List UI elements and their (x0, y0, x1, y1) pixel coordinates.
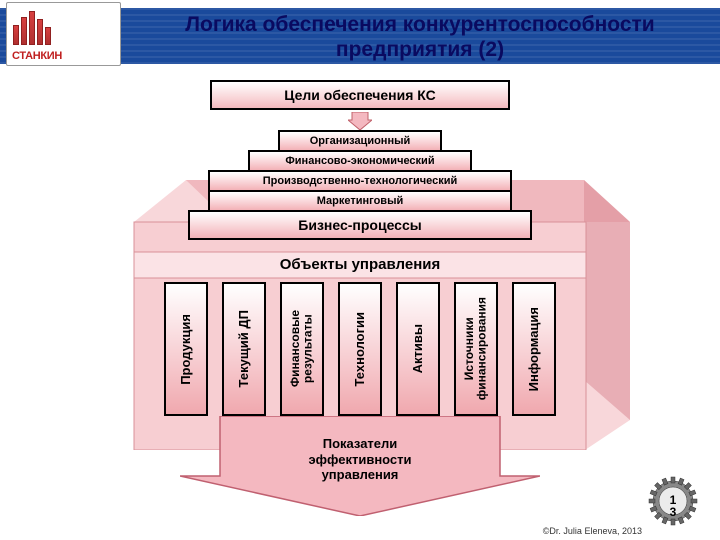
goals-box: Цели обеспечения КС (210, 80, 510, 110)
down-arrow-icon (348, 112, 372, 130)
pillar-label: Технологии (353, 312, 367, 386)
layer-box-3: Маркетинговый (208, 190, 512, 212)
layer-label: Финансово-экономический (285, 155, 434, 167)
pillar-6: Информация (512, 282, 556, 416)
logo: СТАНКИН (6, 2, 121, 66)
pillar-label: Текущий ДП (237, 310, 251, 387)
pillar-label: Продукция (179, 314, 193, 385)
copyright: ©Dr. Julia Eleneva, 2013 (543, 526, 642, 536)
page-title: Логика обеспечения конкурентоспособности… (140, 12, 700, 62)
pillar-1: Текущий ДП (222, 282, 266, 416)
pillar-2: Финансовыерезультаты (280, 282, 324, 416)
objects-title: Объекты управления (200, 256, 520, 273)
layer-box-0: Организационный (278, 130, 442, 152)
pillar-label: Информация (527, 307, 541, 391)
layers-stack: Организационный Финансово-экономический … (188, 130, 532, 240)
pillar-4: Активы (396, 282, 440, 416)
goals-label: Цели обеспечения КС (284, 87, 436, 103)
pillar-label: Источникифинансирования (463, 297, 488, 400)
slide-number: 13 (656, 494, 690, 518)
logo-bars-icon (13, 7, 51, 45)
layer-label: Бизнес-процессы (298, 217, 421, 233)
layer-label: Маркетинговый (317, 195, 403, 207)
pillar-label: Финансовыерезультаты (289, 310, 314, 387)
layer-box-1: Финансово-экономический (248, 150, 472, 172)
pillars-row: Продукция Текущий ДП Финансовыерезультат… (145, 282, 575, 418)
logo-text: СТАНКИН (12, 50, 62, 62)
layer-label: Производственно-технологический (263, 175, 458, 187)
layer-box-2: Производственно-технологический (208, 170, 512, 192)
layer-label: Организационный (310, 135, 411, 147)
pillar-3: Технологии (338, 282, 382, 416)
layer-box-4: Бизнес-процессы (188, 210, 532, 240)
pillar-label: Активы (411, 324, 425, 373)
pillar-0: Продукция (164, 282, 208, 416)
pillar-5: Источникифинансирования (454, 282, 498, 416)
big-arrow-text: Показателиэффективностиуправления (260, 436, 460, 483)
